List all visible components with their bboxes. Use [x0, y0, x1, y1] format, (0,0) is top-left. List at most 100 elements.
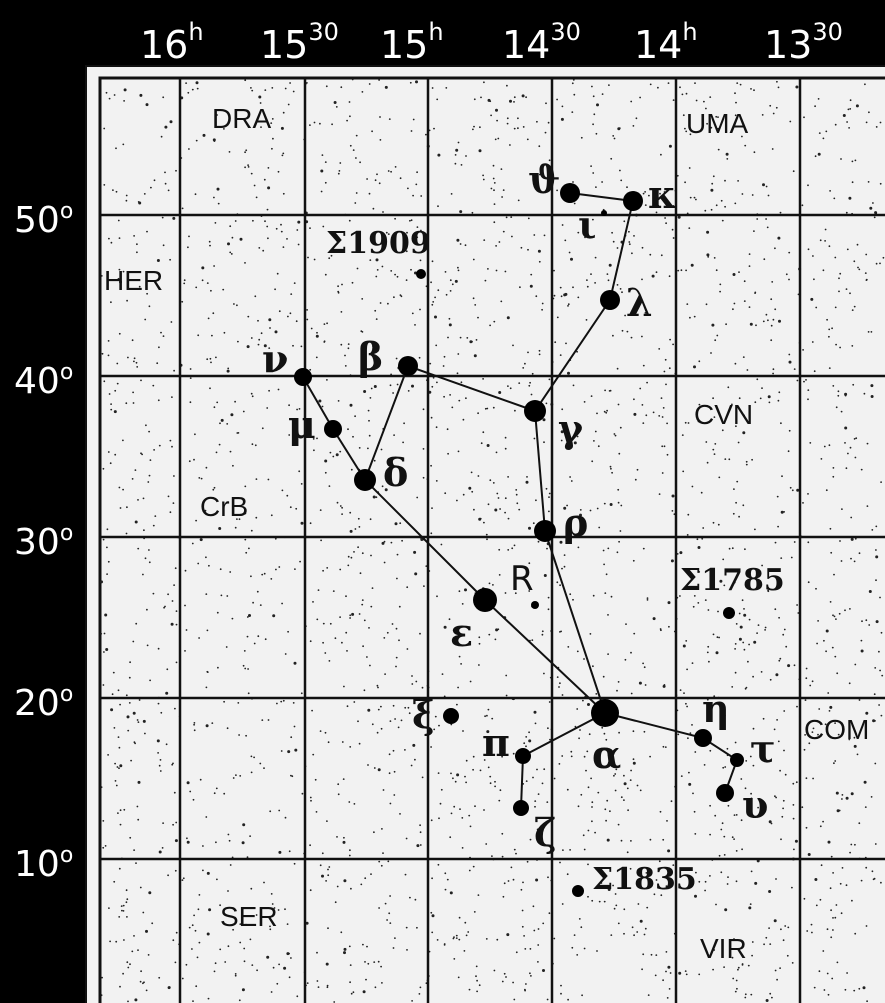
field-star: [541, 782, 544, 785]
field-star: [773, 728, 776, 731]
field-star: [630, 769, 632, 772]
field-star: [442, 365, 445, 367]
field-star: [219, 422, 221, 425]
field-star: [492, 406, 495, 409]
field-star: [623, 908, 626, 911]
field-star: [410, 764, 413, 767]
field-star: [309, 124, 311, 126]
field-star: [775, 796, 777, 799]
field-star: [489, 324, 491, 327]
field-star: [631, 252, 633, 255]
field-star: [402, 441, 404, 444]
field-star: [437, 205, 439, 208]
field-star: [495, 108, 498, 112]
field-star: [484, 715, 486, 718]
field-star: [213, 265, 216, 267]
field-star: [171, 396, 173, 398]
field-star: [378, 907, 380, 909]
field-star: [501, 832, 504, 835]
star-epsilon: [473, 588, 497, 612]
field-star: [521, 94, 525, 98]
field-star: [833, 573, 835, 576]
field-star: [231, 617, 234, 620]
field-star: [621, 291, 623, 294]
field-star: [212, 312, 215, 315]
field-star: [691, 662, 694, 664]
field-star: [849, 292, 851, 295]
field-star: [195, 81, 199, 85]
field-star: [610, 467, 612, 470]
field-star: [524, 948, 527, 950]
field-star: [611, 471, 613, 474]
field-star: [717, 610, 719, 613]
field-star: [715, 115, 718, 118]
field-star: [606, 799, 609, 802]
field-star: [524, 362, 526, 365]
field-star: [249, 938, 252, 941]
field-star: [411, 683, 414, 685]
field-star: [688, 771, 690, 774]
field-star: [590, 165, 592, 168]
field-star: [345, 595, 347, 598]
field-star: [350, 992, 353, 995]
field-star: [732, 512, 735, 515]
field-star: [182, 877, 185, 880]
field-star: [297, 220, 301, 224]
field-star: [659, 810, 662, 813]
field-star: [360, 883, 363, 886]
field-star: [441, 673, 444, 675]
ra-label-16h: 16h: [140, 18, 204, 67]
field-star: [465, 934, 468, 937]
field-star: [707, 256, 710, 258]
field-star: [632, 758, 635, 761]
field-star: [875, 549, 877, 551]
field-star: [148, 305, 151, 308]
field-star: [123, 100, 125, 102]
field-star: [250, 392, 253, 395]
field-star: [148, 430, 151, 433]
field-star: [828, 710, 831, 712]
field-star: [406, 586, 409, 589]
field-star: [386, 631, 389, 634]
star-upsilon: [716, 784, 734, 802]
field-star: [191, 542, 194, 545]
field-star: [497, 628, 500, 631]
field-star: [832, 917, 834, 919]
field-star: [261, 573, 264, 576]
field-star: [210, 289, 212, 292]
field-star: [282, 152, 285, 155]
field-star: [612, 884, 614, 887]
field-star: [677, 269, 680, 272]
field-star: [393, 770, 396, 773]
field-star: [852, 383, 855, 386]
field-star: [269, 928, 272, 931]
field-star: [833, 762, 835, 765]
field-star: [184, 604, 186, 607]
field-star: [320, 169, 324, 173]
field-star: [213, 970, 216, 973]
field-star: [370, 605, 373, 608]
field-star: [623, 799, 625, 801]
field-star: [157, 399, 160, 402]
field-star: [198, 894, 201, 896]
constellation-labels: DRA UMA HER CVN CrB COM SER VIR: [104, 103, 869, 964]
field-star: [732, 273, 736, 276]
field-star: [355, 134, 358, 137]
field-star: [642, 422, 645, 424]
field-star: [661, 472, 664, 474]
field-star: [728, 458, 731, 461]
field-star: [737, 968, 739, 971]
field-star: [853, 305, 856, 308]
field-star: [751, 194, 754, 196]
field-star: [158, 764, 161, 767]
field-star: [122, 270, 125, 273]
field-star: [815, 587, 817, 590]
field-star: [528, 562, 531, 565]
field-star: [644, 191, 646, 193]
field-star: [765, 185, 768, 188]
field-star: [361, 91, 364, 93]
field-star: [411, 675, 413, 677]
field-star: [506, 933, 510, 937]
field-star: [666, 997, 669, 999]
field-star: [458, 590, 461, 593]
